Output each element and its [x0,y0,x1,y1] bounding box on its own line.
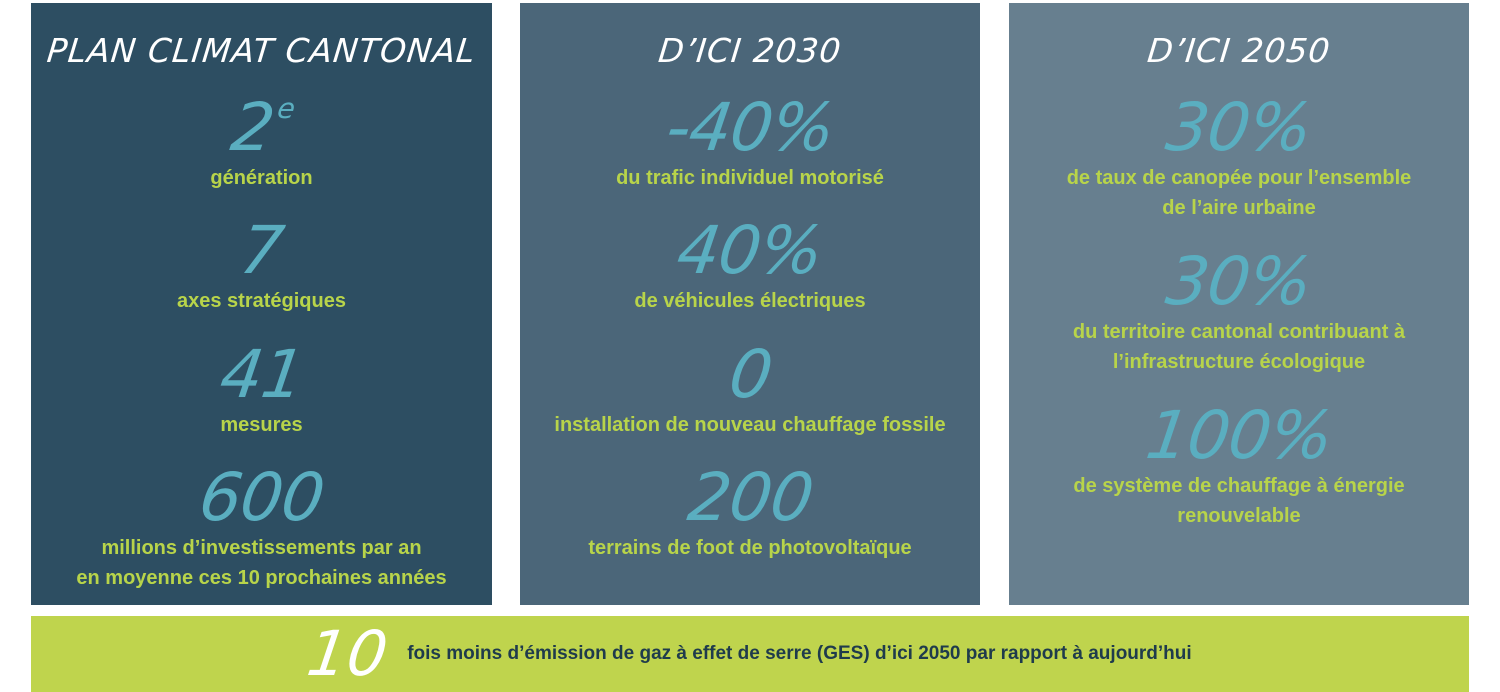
footer-value: 10 [303,617,393,690]
stat-trafic: -40% du trafic individuel motorisé [520,89,980,193]
stat-value: 7 [235,212,288,289]
stat-investissements: 600 millions d’investissements par an en… [31,459,492,593]
stat-value: 40% [672,212,828,289]
stat-value: 0 [724,336,776,413]
stat-chauffage-fossile: 0 installation de nouveau chauffage foss… [520,336,980,440]
stat-label: installation de nouveau chauffage fossil… [554,414,946,436]
stat-label: axes stratégiques [177,290,346,312]
stat-label: de taux de canopée pour l’ensemble de l’… [1066,167,1412,219]
stat-mesures: 41 mesures [31,336,492,440]
stat-value: 30% [1161,89,1317,166]
stat-label: mesures [220,414,303,436]
panel-title: D’ICI 2050 [1145,31,1333,70]
footer-banner: 10 fois moins d’émission de gaz à effet … [31,616,1469,692]
stat-value: -40% [661,89,839,166]
stat-canopee: 30% de taux de canopée pour l’ensemble d… [1009,89,1469,223]
stat-axes: 7 axes stratégiques [31,212,492,316]
stat-label: de véhicules électriques [634,290,866,312]
stat-value: 100% [1141,397,1337,474]
stat-superscript: e [275,92,297,125]
panel-2050: D’ICI 2050 30% de taux de canopée pour l… [1009,3,1469,605]
stat-vehicules: 40% de véhicules électriques [520,212,980,316]
footer-label: fois moins d’émission de gaz à effet de … [407,643,1192,664]
stat-label: millions d’investissements par an en moy… [76,537,447,589]
stat-generation: 2e génération [31,89,492,193]
stat-label: du trafic individuel motorisé [616,167,884,189]
panel-title: D’ICI 2030 [656,31,844,70]
stat-value: 30% [1161,243,1317,320]
stat-energie-renouvelable: 100% de système de chauffage à énergie r… [1009,397,1469,531]
panel-title: PLAN CLIMAT CANTONAL [45,31,478,70]
stat-value: 200 [683,459,817,536]
stat-value: 2e [226,89,297,166]
stat-label: génération [210,167,313,189]
stat-photovoltaique: 200 terrains de foot de photovoltaïque [520,459,980,563]
stat-value: 41 [215,336,308,413]
stat-value: 600 [194,459,329,536]
panel-2030: D’ICI 2030 -40% du trafic individuel mot… [520,3,980,605]
panel-plan-climat: PLAN CLIMAT CANTONAL 2e génération 7 axe… [31,3,492,605]
stat-territoire: 30% du territoire cantonal contribuant à… [1009,243,1469,377]
stat-label: du territoire cantonal contribuant à l’i… [1072,321,1406,373]
stat-label: terrains de foot de photovoltaïque [588,537,912,559]
stat-label: de système de chauffage à énergie renouv… [1073,475,1405,527]
